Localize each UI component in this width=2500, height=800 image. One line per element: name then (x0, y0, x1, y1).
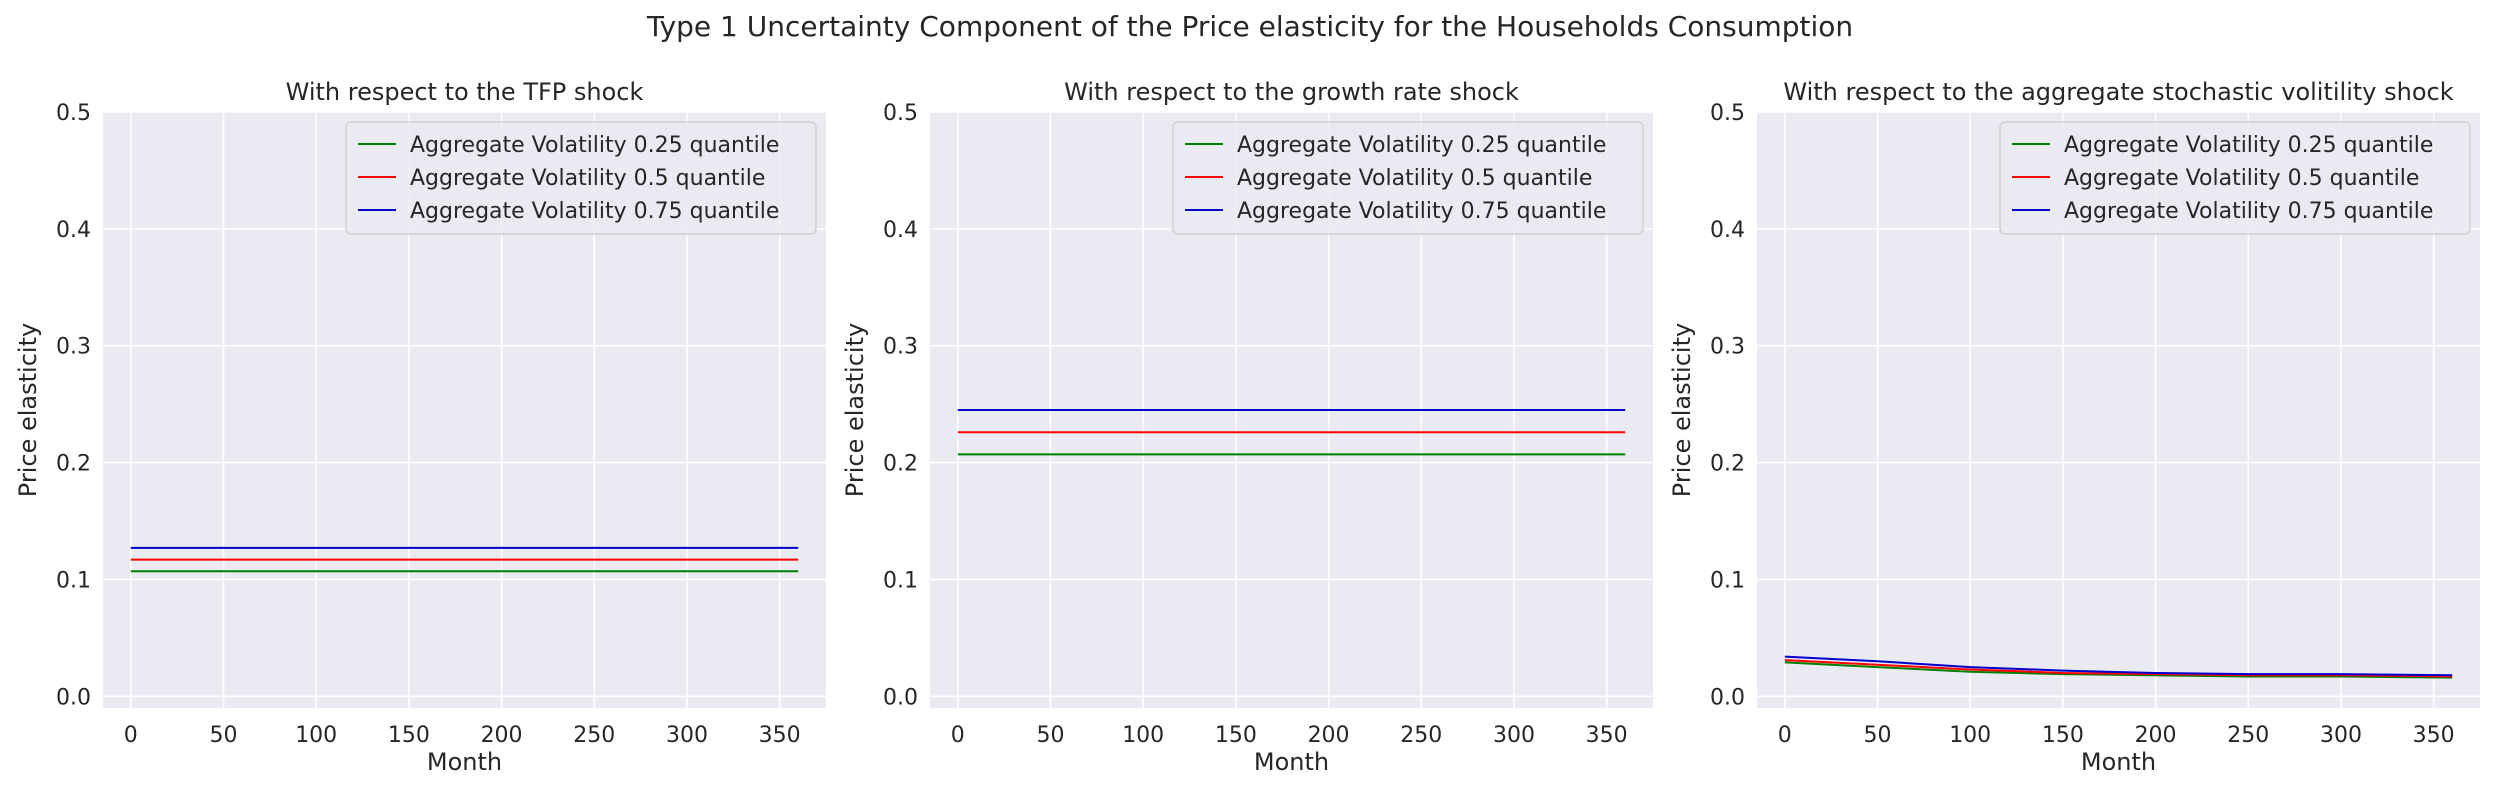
x-axis-label: Month (2081, 748, 2156, 776)
y-tick-label: 0.5 (56, 101, 91, 126)
legend-entry-2: Aggregate Volatility 0.5 quantile (1237, 166, 1592, 191)
legend-entry-3: Aggregate Volatility 0.75 quantile (2064, 199, 2433, 224)
y-tick-label: 0.2 (1710, 452, 1745, 477)
legend: Aggregate Volatility 0.25 quantile Aggreg… (1172, 121, 1644, 235)
legend-frame (1172, 121, 1644, 235)
y-tick-label: 0.4 (1710, 218, 1745, 243)
legend-entry-1: Aggregate Volatility 0.25 quantile (2064, 133, 2433, 158)
y-axis-label: Price elasticity (1668, 323, 1696, 497)
y-tick-label: 0.4 (883, 218, 918, 243)
y-tick-label: 0.3 (1710, 335, 1745, 360)
y-tick-label: 0.1 (883, 568, 918, 593)
x-tick-label: 100 (295, 723, 337, 748)
legend-entry-2: Aggregate Volatility 0.5 quantile (410, 166, 765, 191)
x-tick-label: 300 (2320, 723, 2362, 748)
subplot-1: 0 50 100 150 200 250 300 350 0.0 0.1 0.2 0.3 0.4 0.5 W… (14, 78, 826, 776)
y-tick-label: 0.0 (1710, 685, 1745, 710)
x-tick-label: 300 (666, 723, 708, 748)
legend-frame (345, 121, 817, 235)
x-tick-label: 100 (1122, 723, 1164, 748)
subplot-3: 0 50 100 150 200 250 300 350 0.0 0.1 0.2 0.3 0.4 0.5 W… (1668, 78, 2480, 776)
x-tick-label: 150 (388, 723, 430, 748)
x-tick-label: 50 (210, 723, 238, 748)
x-tick-label: 250 (573, 723, 615, 748)
legend-entry-3: Aggregate Volatility 0.75 quantile (410, 199, 779, 224)
y-tick-label: 0.0 (56, 685, 91, 710)
series-line-3 (1784, 655, 2453, 677)
subplot-title: With respect to the aggregate stochastic… (1783, 78, 2453, 106)
x-tick-label: 0 (124, 723, 138, 748)
y-tick-label: 0.2 (56, 452, 91, 477)
x-tick-label: 300 (1493, 723, 1535, 748)
y-tick-label: 0.2 (883, 452, 918, 477)
y-tick-label: 0.1 (56, 568, 91, 593)
x-axis-label: Month (1254, 748, 1329, 776)
y-tick-label: 0.3 (56, 335, 91, 360)
x-tick-label: 200 (481, 723, 523, 748)
x-tick-label: 0 (1778, 723, 1792, 748)
x-tick-label: 200 (1308, 723, 1350, 748)
y-tick-label: 0.5 (883, 101, 918, 126)
x-axis-label: Month (427, 748, 502, 776)
figure-suptitle: Type 1 Uncertainty Component of the Pric… (646, 10, 1854, 43)
x-tick-label: 50 (1037, 723, 1065, 748)
x-tick-label: 150 (2042, 723, 2084, 748)
x-tick-label: 250 (1400, 723, 1442, 748)
y-tick-label: 0.5 (1710, 101, 1745, 126)
x-tick-label: 350 (1586, 723, 1628, 748)
x-tick-label: 150 (1215, 723, 1257, 748)
x-tick-label: 350 (759, 723, 801, 748)
y-tick-label: 0.1 (1710, 568, 1745, 593)
x-tick-label: 0 (951, 723, 965, 748)
x-tick-label: 250 (2227, 723, 2269, 748)
x-tick-label: 350 (2413, 723, 2455, 748)
x-tick-label: 200 (2135, 723, 2177, 748)
subplot-title: With respect to the growth rate shock (1064, 78, 1519, 106)
y-axis-label: Price elasticity (14, 323, 42, 497)
legend-entry-2: Aggregate Volatility 0.5 quantile (2064, 166, 2419, 191)
y-tick-label: 0.3 (883, 335, 918, 360)
series-line-1 (1784, 661, 2453, 679)
y-axis-label: Price elasticity (841, 323, 869, 497)
series-line-2 (1784, 659, 2453, 678)
x-tick-label: 50 (1864, 723, 1892, 748)
legend-entry-1: Aggregate Volatility 0.25 quantile (1237, 133, 1606, 158)
legend: Aggregate Volatility 0.25 quantile Aggreg… (1999, 121, 2471, 235)
y-tick-label: 0.4 (56, 218, 91, 243)
y-tick-label: 0.0 (883, 685, 918, 710)
subplot-2: 0 50 100 150 200 250 300 350 0.0 0.1 0.2 0.3 0.4 0.5 W… (841, 78, 1653, 776)
legend-entry-3: Aggregate Volatility 0.75 quantile (1237, 199, 1606, 224)
legend-frame (1999, 121, 2471, 235)
x-tick-label: 100 (1949, 723, 1991, 748)
legend-entry-1: Aggregate Volatility 0.25 quantile (410, 133, 779, 158)
subplot-title: With respect to the TFP shock (286, 78, 644, 106)
legend: Aggregate Volatility 0.25 quantile Aggreg… (345, 121, 817, 235)
